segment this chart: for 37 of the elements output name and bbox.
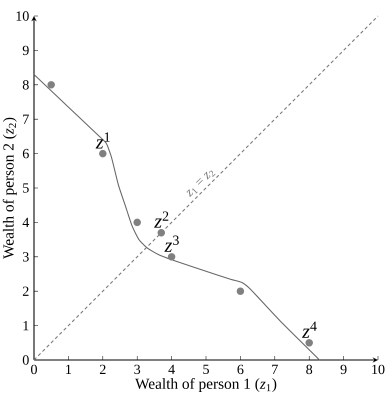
text: z$_{1}$ = z$_{2}$ (186, 170, 216, 198)
y-tick-label: 7 (23, 114, 29, 124)
x-tick-label: 2 (100, 364, 106, 374)
line-series (33, 74, 320, 361)
point (158, 228, 166, 236)
y-tick-label: 1 (24, 320, 28, 330)
y-tick-label: 4 (22, 218, 30, 228)
y-axis-title: Wealth of person 2 (z$_{2}$) (2, 118, 17, 259)
x-tick-label: 9 (340, 364, 347, 374)
point (305, 339, 313, 347)
y-tick-label: 9 (22, 46, 29, 56)
annotation: z$^{3}$ (164, 236, 179, 252)
y-tick-label: 10 (16, 11, 29, 21)
x-tick-label: 1 (66, 364, 72, 374)
annotation: z$^{2}$ (154, 211, 168, 228)
y-tick-label: 3 (22, 252, 29, 262)
x-tick-label: 6 (238, 364, 244, 374)
x-tick-label: 0 (31, 364, 37, 374)
y-tick-label: 5 (23, 183, 29, 193)
point (99, 150, 107, 158)
annotation: z$^{4}$ (302, 322, 317, 338)
y-tick-label: 6 (22, 148, 29, 158)
x-tick-label: 8 (306, 364, 312, 374)
x-axis-title: Wealth of person 1 (z$_{1}$) (135, 378, 276, 392)
y-tick-label: 0 (22, 355, 29, 365)
annotation: z$^{1}$ (96, 132, 110, 149)
y-tick-label: 8 (22, 80, 29, 90)
x-tick-label: 3 (134, 364, 140, 374)
x-tick-label: 10 (372, 364, 384, 374)
point (236, 287, 244, 295)
x-tick-label: 7 (272, 364, 278, 374)
x-tick-label: 4 (168, 364, 175, 374)
point (168, 253, 176, 261)
point (133, 218, 141, 226)
y-tick-label: 2 (22, 286, 29, 296)
x-tick-label: 5 (203, 364, 209, 374)
point (47, 81, 55, 89)
